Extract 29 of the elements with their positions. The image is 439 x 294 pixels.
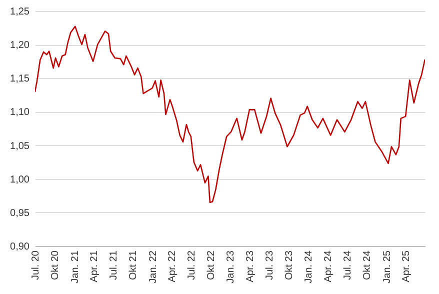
x-tick-label: Jan. 24	[304, 250, 315, 284]
x-tick-label: Jul. 21	[108, 250, 120, 280]
x-tick-label: Okt 22	[206, 250, 218, 280]
x-tick-label: Jan. 25	[382, 250, 393, 284]
x-tick-label: Apr. 22	[166, 250, 178, 282]
x-tick-label: Apr. 23	[244, 250, 256, 282]
x-tick-label: Jul. 22	[186, 250, 198, 280]
line-series	[35, 26, 425, 204]
x-tick-label: Apr. 21	[89, 250, 100, 282]
x-tick-label: Okt 23	[284, 250, 296, 280]
y-tick-label: 0,90	[10, 242, 30, 252]
x-tick-label: Apr. 25	[401, 250, 412, 282]
y-tick-label: 0,95	[10, 208, 30, 219]
y-tick-label: 1,15	[10, 74, 30, 85]
y-tick-label: 1,05	[10, 140, 30, 152]
y-tick-label: 1,25	[10, 6, 30, 18]
x-tick-label: Jan. 23	[226, 250, 237, 284]
y-tick-label: 1,10	[10, 107, 30, 118]
x-tick-label: Jul. 24	[342, 250, 354, 280]
x-tick-label: Okt 21	[128, 250, 140, 280]
x-tick-label: Okt 24	[362, 250, 374, 280]
x-tick-label: Jan. 22	[148, 250, 159, 284]
x-tick-label: Okt 20	[50, 250, 62, 280]
x-tick-label: Apr. 24	[323, 250, 334, 282]
x-tick-label: Jul. 20	[30, 250, 42, 280]
y-tick-label: 1,00	[10, 174, 30, 186]
y-tick-label: 1,20	[10, 40, 30, 52]
x-tick-label: Jul. 23	[264, 250, 276, 280]
x-tick-label: Jan. 21	[70, 250, 81, 284]
